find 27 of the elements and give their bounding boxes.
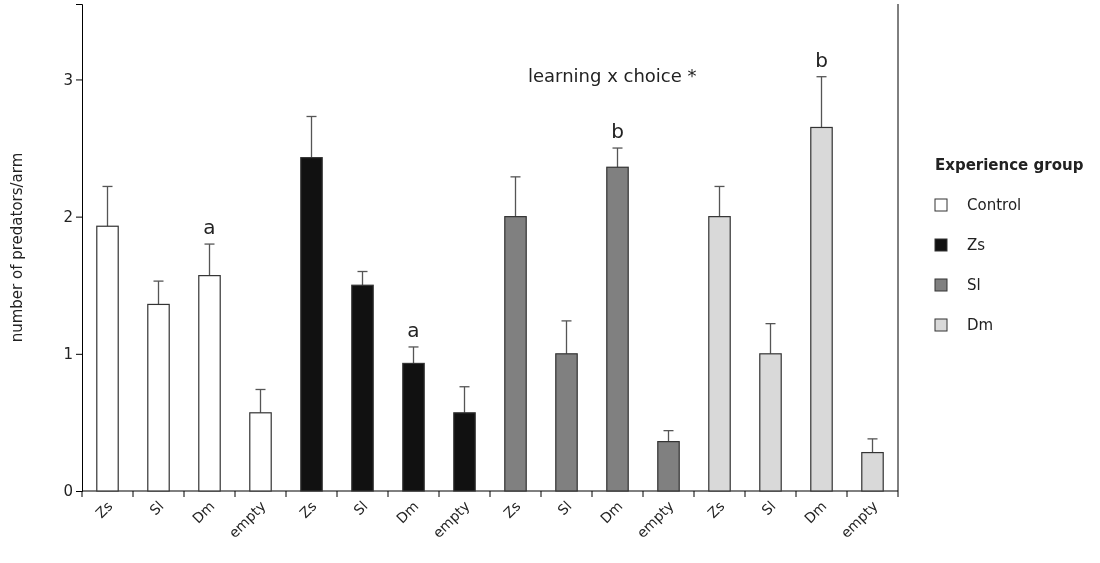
y-tick-label: 0 [63, 482, 73, 501]
data-label: a [407, 317, 420, 342]
y-tick-label: 3 [63, 70, 73, 89]
legend-label: Control [967, 196, 1022, 214]
legend-label: Zs [967, 236, 986, 254]
x-tick-label: Dm [393, 497, 422, 527]
x-tick-label: Dm [801, 497, 830, 527]
legend-title: Experience group [935, 156, 1084, 174]
x-tick-label: Dm [189, 497, 218, 527]
x-tick-label: Zs [704, 497, 728, 522]
legend-label: Sl [967, 276, 981, 294]
x-tick-label: Sl [554, 497, 575, 519]
legend-label: Dm [967, 316, 994, 334]
data-label: b [815, 47, 828, 72]
x-tick-label: Zs [500, 497, 524, 522]
x-tick-label: Zs [296, 497, 320, 522]
y-axis-title: number of predators/arm [8, 152, 26, 343]
data-label: b [611, 119, 624, 144]
x-tick-label: Sl [350, 497, 371, 519]
x-tick-label: Zs [92, 497, 116, 522]
x-tick-label: Sl [758, 497, 779, 519]
annotation: learning x choice * [528, 65, 697, 86]
y-tick-label: 2 [63, 207, 73, 226]
x-tick-label: Sl [146, 497, 167, 519]
x-tick-label: Dm [597, 497, 626, 527]
y-tick-label: 1 [63, 345, 73, 364]
data-label: a [203, 215, 216, 240]
